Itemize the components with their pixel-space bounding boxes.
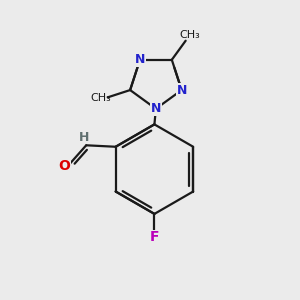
Text: O: O <box>58 160 70 173</box>
Text: CH₃: CH₃ <box>179 31 200 40</box>
Text: N: N <box>135 53 145 66</box>
Text: N: N <box>176 84 187 97</box>
Text: N: N <box>151 102 161 115</box>
Text: CH₃: CH₃ <box>90 93 111 103</box>
Text: F: F <box>150 230 159 244</box>
Text: H: H <box>79 130 89 143</box>
